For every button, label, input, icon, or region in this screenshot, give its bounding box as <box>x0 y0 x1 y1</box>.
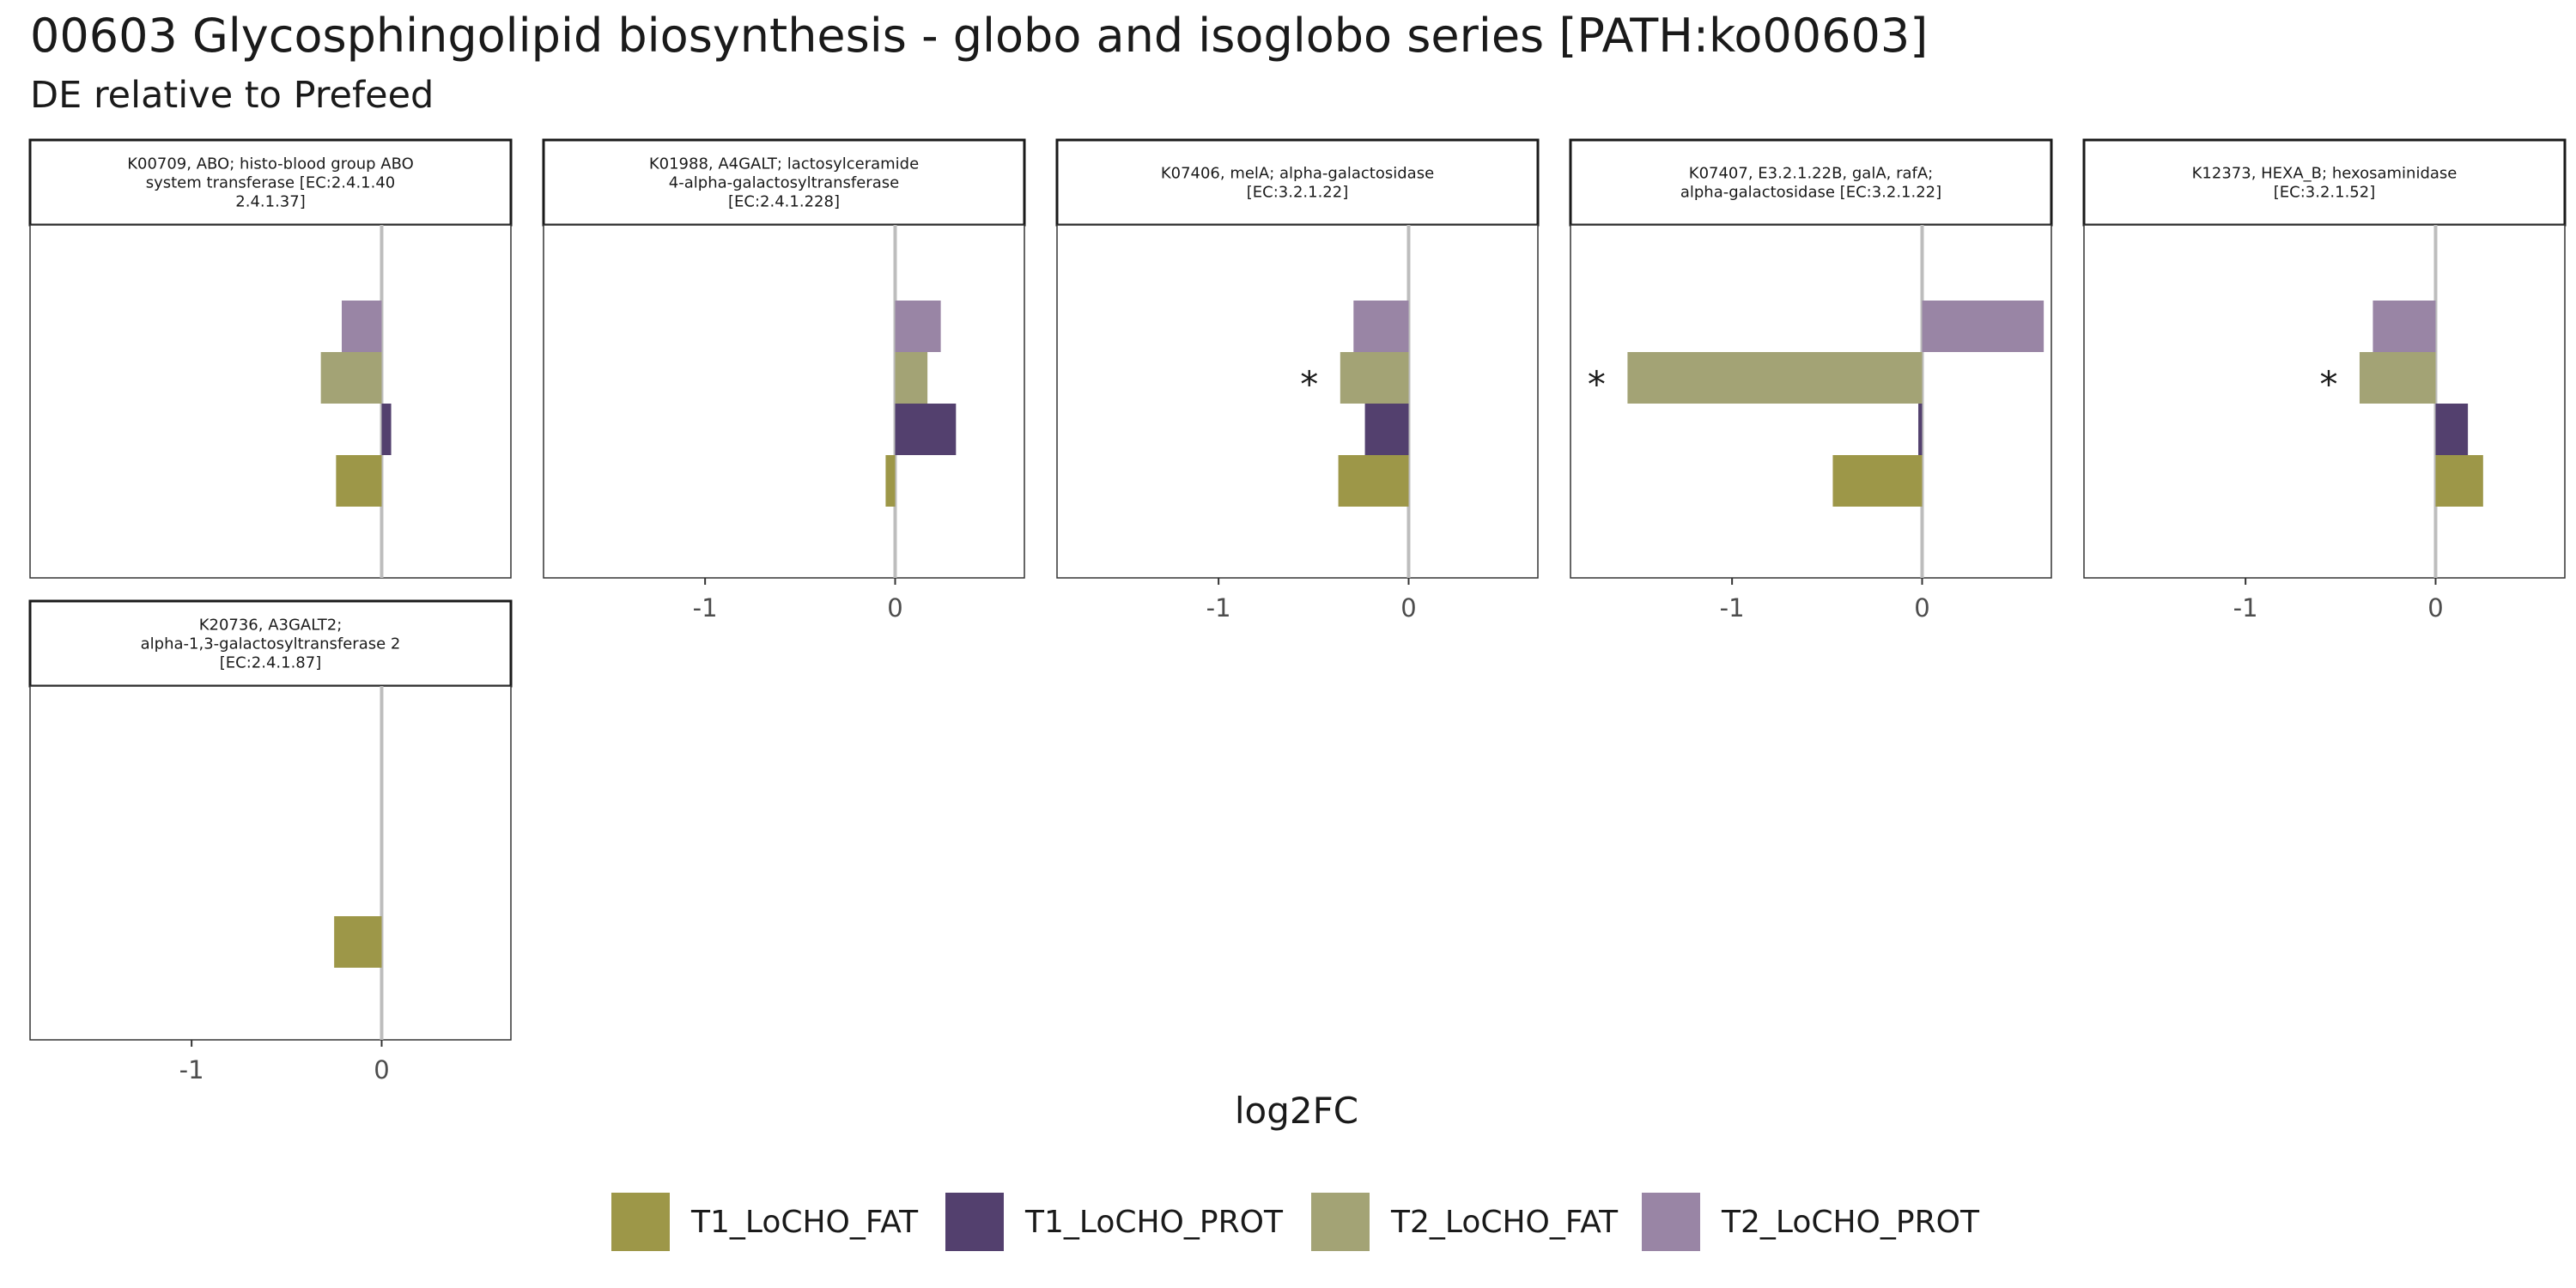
bar-t2-locho-fat <box>895 352 928 404</box>
facet-strip-label: K07406, melA; alpha-galactosidase <box>1161 165 1434 183</box>
legend-item: T1_LoCHO_FAT <box>611 1192 918 1252</box>
panel-frame <box>1056 224 1539 579</box>
x-tick-label: 0 <box>1914 593 1929 623</box>
legend-swatch <box>945 1193 1004 1251</box>
facet-strip-label: alpha-1,3-galactosyltransferase 2 <box>141 635 401 653</box>
bar-t1-locho-fat <box>1338 455 1409 507</box>
bar-t1-locho-fat <box>1832 455 1923 507</box>
facet-strip-label: 2.4.1.37] <box>235 193 305 211</box>
chart-subtitle: DE relative to Prefeed <box>30 74 434 117</box>
bar-t1-locho-fat <box>334 916 382 968</box>
bar-t1-locho-prot <box>381 404 392 455</box>
facet-panel: K07406, melA; alpha-galactosidase[EC:3.2… <box>1055 138 1540 623</box>
facet-strip <box>1569 138 2053 227</box>
legend-item: T2_LoCHO_PROT <box>1642 1192 1979 1252</box>
facet-strip <box>28 599 513 688</box>
facet-strip-label: [EC:2.4.1.228] <box>728 193 840 211</box>
facet-panel: K12373, HEXA_B; hexosaminidase[EC:3.2.1.… <box>2082 138 2567 623</box>
facet-strip-label: [EC:2.4.1.87] <box>220 654 321 672</box>
facet-strip-label: K20736, A3GALT2; <box>199 617 343 635</box>
facet-panel: K20736, A3GALT2;alpha-1,3-galactosyltran… <box>28 599 513 1084</box>
facet-strip-label: K00709, ABO; histo-blood group ABO <box>127 155 414 173</box>
x-tick-label: -1 <box>693 593 718 623</box>
x-tick-label: 0 <box>887 593 902 623</box>
bar-t2-locho-prot <box>1353 301 1409 352</box>
legend-label: T1_LoCHO_PROT <box>1025 1204 1283 1240</box>
legend-label: T2_LoCHO_FAT <box>1391 1204 1619 1240</box>
facet-strip <box>542 138 1026 227</box>
significance-marker: * <box>2319 363 2337 405</box>
bar-t1-locho-prot <box>2435 404 2469 455</box>
legend-item: T1_LoCHO_PROT <box>945 1192 1283 1252</box>
facet-strip-label: K12373, HEXA_B; hexosaminidase <box>2192 165 2458 183</box>
bar-t2-locho-fat <box>320 352 382 404</box>
bar-t2-locho-fat <box>2359 352 2436 404</box>
x-tick-label: -1 <box>1720 593 1745 623</box>
facet-strip <box>2082 138 2567 227</box>
significance-marker: * <box>1588 363 1606 405</box>
bar-t2-locho-prot <box>895 301 941 352</box>
legend: T1_LoCHO_FAT T1_LoCHO_PROT T2_LoCHO_FAT T2_… <box>0 1192 2576 1252</box>
bar-t2-locho-fat <box>1340 352 1409 404</box>
legend-item: T2_LoCHO_FAT <box>1311 1192 1618 1252</box>
bar-t1-locho-fat <box>336 455 382 507</box>
bar-t1-locho-prot <box>1364 404 1409 455</box>
bar-t2-locho-prot <box>1922 301 2044 352</box>
panel-frame <box>2083 224 2566 579</box>
bar-t1-locho-fat <box>2435 455 2483 507</box>
panel-frame <box>29 685 512 1041</box>
facet-strip-label: system transferase [EC:2.4.1.40 <box>146 174 396 192</box>
x-tick-label: -1 <box>1206 593 1231 623</box>
legend-label: T1_LoCHO_FAT <box>691 1204 919 1240</box>
bar-t2-locho-prot <box>342 301 382 352</box>
facet-strip-label: K01988, A4GALT; lactosylceramide <box>649 155 919 173</box>
facet-strip-label: [EC:3.2.1.22] <box>1247 184 1348 202</box>
panel-frame <box>543 224 1025 579</box>
facet-panel: K07407, E3.2.1.22B, galA, rafA;alpha-gal… <box>1569 138 2053 623</box>
legend-swatch <box>611 1193 670 1251</box>
bar-t1-locho-prot <box>1918 404 1923 455</box>
bar-t1-locho-prot <box>895 404 957 455</box>
panel-frame <box>29 224 512 579</box>
chart-panels: K00709, ABO; histo-blood group ABOsystem… <box>28 138 2567 1084</box>
bar-t2-locho-prot <box>2372 301 2436 352</box>
facet-strip-label: K07407, E3.2.1.22B, galA, rafA; <box>1689 165 1933 183</box>
x-tick-label: 0 <box>1400 593 1416 623</box>
facet-strip <box>1055 138 1540 227</box>
legend-swatch <box>1311 1193 1370 1251</box>
x-tick-label: -1 <box>2233 593 2258 623</box>
facet-strip-label: [EC:3.2.1.52] <box>2274 184 2375 202</box>
x-axis-title: log2FC <box>1235 1090 1358 1132</box>
facet-strip-label: alpha-galactosidase [EC:3.2.1.22] <box>1680 184 1941 202</box>
bar-t1-locho-fat <box>885 455 896 507</box>
facet-panel: K01988, A4GALT; lactosylceramide4-alpha-… <box>542 138 1026 623</box>
bar-t2-locho-fat <box>1627 352 1923 404</box>
legend-label: T2_LoCHO_PROT <box>1722 1204 1979 1240</box>
chart-title: 00603 Glycosphingolipid biosynthesis - g… <box>30 9 1929 63</box>
legend-swatch <box>1642 1193 1700 1251</box>
facet-panel: K00709, ABO; histo-blood group ABOsystem… <box>28 138 513 579</box>
x-tick-label: -1 <box>179 1055 204 1084</box>
x-tick-label: 0 <box>2427 593 2443 623</box>
significance-marker: * <box>1300 363 1318 405</box>
facet-strip-label: 4-alpha-galactosyltransferase <box>669 174 899 192</box>
x-tick-label: 0 <box>374 1055 389 1084</box>
